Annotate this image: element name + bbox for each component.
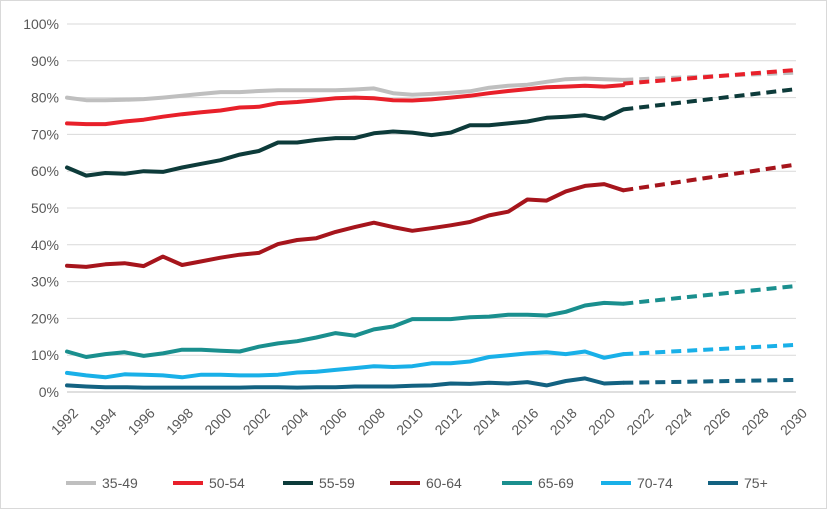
series-line-75- [65,376,626,390]
series-line-65-69 [65,300,626,359]
legend-item-65-69: 65-69 [502,475,574,491]
series-50-54 [65,68,797,127]
y-tick-label: 30% [31,274,59,290]
series-lines [65,68,797,390]
series-line-35-49 [65,76,626,103]
y-tick-label: 50% [31,200,59,216]
y-tick-label: 70% [31,126,59,142]
x-tick-label: 2000 [201,405,234,438]
series-70-74 [65,342,797,380]
x-tick-label: 2012 [431,405,464,438]
legend-item-35-49: 35-49 [66,475,138,491]
y-tick-label: 0% [39,384,59,400]
series-60-64 [65,162,797,269]
projection-line-50-54 [623,68,797,86]
x-tick-label: 2024 [662,405,695,438]
y-tick-label: 100% [23,16,59,32]
legend-label: 70-74 [637,475,673,491]
series-line-70-74 [65,349,626,380]
projection-line-75- [623,377,797,385]
x-tick-label: 2028 [738,405,771,438]
x-tick-label: 2008 [355,405,388,438]
legend-item-55-59: 55-59 [283,475,355,491]
projection-line-55-59 [623,87,797,112]
series-line-50-54 [65,83,626,127]
x-tick-label: 2014 [470,405,503,438]
series-55-59 [65,87,797,178]
legend-item-50-54: 50-54 [173,475,245,491]
series-line-55-59 [65,107,626,178]
x-tick-label: 1992 [48,405,81,438]
y-tick-label: 10% [31,347,59,363]
x-tick-label: 1996 [125,405,158,438]
x-tick-label: 2004 [278,405,311,438]
x-axis-ticks: 1992 1994 1996 1998 2000 2002 2004 2006 2008 2010… [48,405,810,438]
series-65-69 [65,284,797,359]
legend-item-70-74: 70-74 [601,475,673,491]
y-axis-ticks: 0% 10% 20% 30% 40% 50% 60% 70% 80% 90% 100% [23,16,59,400]
legend-item-60-64: 60-64 [390,475,462,491]
x-tick-label: 2006 [316,405,349,438]
series-75- [65,376,797,390]
y-tick-label: 20% [31,310,59,326]
legend-label: 65-69 [538,475,574,491]
legend-label: 35-49 [102,475,138,491]
legend-label: 50-54 [209,475,245,491]
legend-label: 55-59 [319,475,355,491]
y-tick-label: 80% [31,90,59,106]
x-tick-label: 2016 [508,405,541,438]
legend-label: 60-64 [426,475,462,491]
x-tick-label: 1994 [86,405,119,438]
x-tick-label: 2026 [700,405,733,438]
x-tick-label: 2002 [240,405,273,438]
series-35-49 [65,70,797,103]
x-tick-label: 2010 [393,405,426,438]
legend-item-75-: 75+ [708,475,768,491]
x-tick-label: 2020 [585,405,618,438]
y-tick-label: 40% [31,237,59,253]
x-tick-label: 2018 [547,405,580,438]
legend: 35-49 50-54 55-59 60-64 65-69 70-74 75+ [66,475,768,491]
x-tick-label: 1998 [163,405,196,438]
gridlines [67,23,796,393]
projection-line-65-69 [623,284,797,306]
x-tick-label: 2030 [777,405,810,438]
projection-line-60-64 [623,162,797,193]
y-tick-label: 60% [31,163,59,179]
y-tick-label: 90% [31,53,59,69]
projection-line-70-74 [623,342,797,357]
series-line-60-64 [65,182,626,269]
x-tick-label: 2022 [623,405,656,438]
legend-label: 75+ [744,475,768,491]
